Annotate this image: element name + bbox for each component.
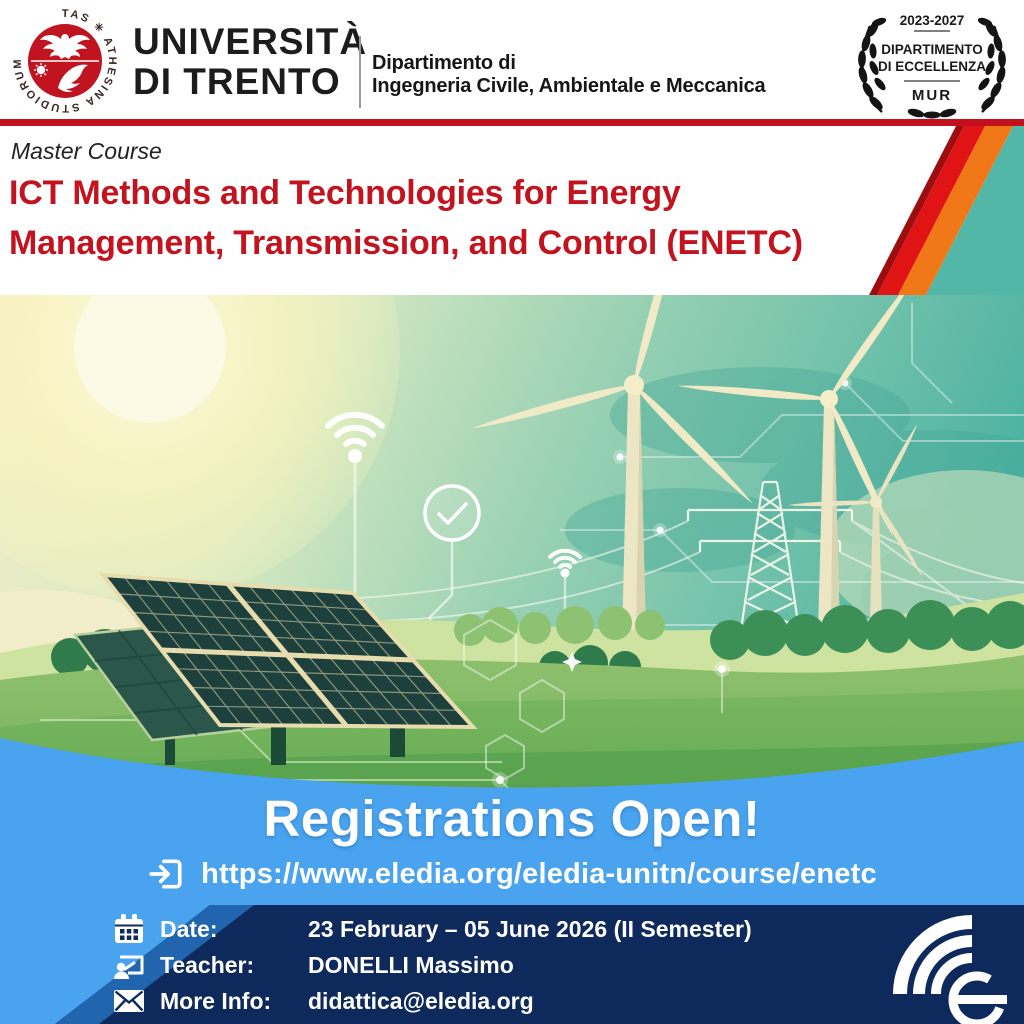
detail-row-more-info: More Info: didattica@eledia.org [112,986,752,1016]
course-details: Date: 23 February – 05 June 2026 (II Sem… [112,914,752,1016]
seal-eagle [31,34,99,92]
university-name-line2: DI TRENTO [133,61,341,102]
course-kicker: Master Course [11,138,162,164]
detail-row-teacher: Teacher: DONELLI Massimo [112,950,752,980]
university-name-line1: UNIVERSITÀ [133,21,368,62]
course-title-line1: ICT Methods and Technologies for Energy [9,174,681,212]
login-arrow-icon [149,859,182,889]
badge-line1: DIPARTIMENTO [881,42,983,57]
more-info-value: didattica@eledia.org [308,987,534,1014]
department-line2: Ingegneria Civile, Ambientale e Meccanic… [372,75,766,97]
registration-url: https://www.eledia.org/eledia-unitn/cour… [201,857,877,890]
blue-band [0,738,1024,905]
date-value: 23 February – 05 June 2026 (II Semester) [308,915,752,942]
course-title-line2: Management, Transmission, and Control (E… [9,224,803,262]
badge-line2: DI ECCELLENZA [878,59,986,74]
header: UNIVERSITAS ✳ ATHESINA STUDIORUM [0,0,1024,119]
mid-bushes [710,600,1024,660]
teacher-label: Teacher: [160,951,255,978]
diagonal-stripes-decoration [869,126,1024,295]
solar-panel-front [98,572,478,765]
footer-background [0,905,1024,1024]
excellence-badge: 2023-2027 DIPARTIMENTO DI ECCELLENZA MUR [858,13,1006,119]
sun [74,295,226,423]
energy-illustration [0,295,1024,905]
unitn-seal-logo: UNIVERSITAS ✳ ATHESINA STUDIORUM [8,4,121,117]
hero-section: Registrations Open! https://www.eledia.o… [0,295,1024,905]
check-circle-icon [423,484,481,650]
badge-org: MUR [912,87,952,104]
registration-url-row: https://www.eledia.org/eledia-unitn/cour… [0,855,1024,893]
title-band: Master Course ICT Methods and Technologi… [0,126,1024,295]
department-line1: Dipartimento di [372,52,516,74]
eledia-logo [893,915,1007,1024]
hexagon-pattern [463,618,565,781]
teacher-value: DONELLI Massimo [308,951,514,978]
department-name: Dipartimento di Ingegneria Civile, Ambie… [372,52,766,98]
detail-row-date: Date: 23 February – 05 June 2026 (II Sem… [112,914,752,944]
teacher-icon [114,955,144,979]
calendar-icon [115,914,143,943]
envelope-icon [114,990,144,1012]
university-logotype: UNIVERSITÀ DI TRENTO [133,22,367,102]
header-divider [359,36,361,108]
light-bushes [454,606,665,646]
date-label: Date: [160,915,218,942]
more-info-label: More Info: [160,987,272,1014]
badge-years: 2023-2027 [900,13,965,28]
red-divider-rule [0,119,1024,126]
footer: Date: 23 February – 05 June 2026 (II Sem… [0,905,1024,1024]
registrations-headline: Registrations Open! [263,790,761,847]
laurel-wreath-icon [858,17,1006,119]
course-title: ICT Methods and Technologies for Energy … [9,168,803,268]
